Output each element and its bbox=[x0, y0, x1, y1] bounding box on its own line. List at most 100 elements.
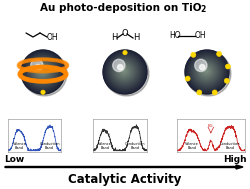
Circle shape bbox=[29, 58, 56, 85]
Circle shape bbox=[109, 57, 139, 87]
Circle shape bbox=[122, 70, 124, 72]
Circle shape bbox=[103, 50, 146, 93]
Circle shape bbox=[22, 51, 67, 96]
Circle shape bbox=[121, 68, 126, 74]
Text: Low: Low bbox=[4, 154, 24, 163]
Circle shape bbox=[41, 70, 43, 72]
Circle shape bbox=[26, 55, 59, 88]
Circle shape bbox=[36, 66, 48, 77]
Circle shape bbox=[28, 57, 57, 87]
Circle shape bbox=[200, 66, 210, 76]
Circle shape bbox=[30, 59, 54, 84]
Circle shape bbox=[114, 61, 134, 82]
Circle shape bbox=[112, 59, 136, 84]
Circle shape bbox=[117, 64, 122, 70]
Circle shape bbox=[31, 60, 54, 83]
Circle shape bbox=[40, 69, 43, 73]
Circle shape bbox=[114, 61, 134, 81]
Circle shape bbox=[108, 55, 141, 88]
Circle shape bbox=[24, 53, 61, 91]
Circle shape bbox=[105, 53, 144, 91]
Circle shape bbox=[188, 53, 225, 91]
Circle shape bbox=[28, 57, 57, 86]
Circle shape bbox=[41, 90, 45, 94]
Circle shape bbox=[25, 54, 60, 89]
Circle shape bbox=[192, 58, 219, 85]
Circle shape bbox=[186, 52, 226, 92]
Circle shape bbox=[24, 53, 62, 91]
Circle shape bbox=[29, 58, 56, 85]
Circle shape bbox=[106, 53, 143, 91]
Circle shape bbox=[202, 68, 208, 74]
Circle shape bbox=[204, 70, 206, 71]
Circle shape bbox=[190, 56, 222, 88]
Text: Valence
Band: Valence Band bbox=[12, 142, 26, 150]
Circle shape bbox=[184, 76, 190, 81]
Text: Valence
Band: Valence Band bbox=[184, 142, 198, 150]
Text: Valence
Band: Valence Band bbox=[98, 142, 111, 150]
Circle shape bbox=[39, 68, 44, 74]
Circle shape bbox=[112, 60, 136, 83]
Circle shape bbox=[199, 65, 211, 77]
Circle shape bbox=[123, 70, 124, 71]
Circle shape bbox=[190, 52, 195, 57]
Circle shape bbox=[196, 90, 201, 95]
Circle shape bbox=[34, 63, 51, 80]
Circle shape bbox=[197, 63, 214, 80]
Circle shape bbox=[109, 56, 140, 87]
Circle shape bbox=[190, 56, 221, 87]
Circle shape bbox=[27, 56, 58, 87]
Circle shape bbox=[116, 64, 132, 79]
Text: H: H bbox=[110, 33, 117, 43]
Circle shape bbox=[38, 67, 46, 75]
Circle shape bbox=[199, 64, 204, 70]
Text: High: High bbox=[222, 154, 246, 163]
Circle shape bbox=[119, 66, 128, 76]
Circle shape bbox=[38, 67, 46, 76]
Circle shape bbox=[30, 59, 43, 72]
Circle shape bbox=[121, 69, 126, 73]
Circle shape bbox=[108, 56, 140, 88]
Circle shape bbox=[105, 52, 144, 92]
Circle shape bbox=[118, 65, 130, 77]
Circle shape bbox=[112, 59, 124, 72]
Circle shape bbox=[197, 63, 214, 80]
Text: Catalytic Activity: Catalytic Activity bbox=[68, 173, 181, 185]
Circle shape bbox=[104, 52, 145, 92]
Circle shape bbox=[113, 60, 135, 82]
Circle shape bbox=[22, 51, 64, 93]
Circle shape bbox=[22, 50, 64, 93]
Circle shape bbox=[36, 65, 49, 78]
Circle shape bbox=[32, 61, 53, 82]
Circle shape bbox=[104, 51, 148, 96]
Circle shape bbox=[199, 65, 212, 78]
Circle shape bbox=[200, 66, 211, 77]
Circle shape bbox=[34, 63, 50, 80]
Circle shape bbox=[198, 64, 212, 78]
Text: Conduction
Band: Conduction Band bbox=[39, 142, 60, 150]
Circle shape bbox=[204, 70, 206, 72]
Circle shape bbox=[107, 55, 141, 89]
Circle shape bbox=[194, 59, 218, 84]
Circle shape bbox=[120, 67, 128, 75]
Circle shape bbox=[114, 62, 133, 81]
Circle shape bbox=[193, 59, 218, 84]
Circle shape bbox=[202, 68, 208, 74]
Circle shape bbox=[41, 70, 42, 71]
Text: H: H bbox=[132, 33, 139, 43]
Text: 2: 2 bbox=[199, 5, 204, 14]
Circle shape bbox=[198, 64, 213, 79]
Circle shape bbox=[30, 59, 55, 84]
Circle shape bbox=[33, 62, 52, 81]
Circle shape bbox=[24, 54, 61, 90]
Text: Conduction
Band: Conduction Band bbox=[124, 142, 145, 150]
Circle shape bbox=[192, 57, 220, 86]
Circle shape bbox=[224, 64, 230, 69]
Circle shape bbox=[191, 57, 220, 87]
Circle shape bbox=[102, 50, 146, 94]
Circle shape bbox=[110, 58, 138, 85]
Text: Au photo-deposition on TiO: Au photo-deposition on TiO bbox=[40, 3, 201, 13]
Circle shape bbox=[27, 56, 58, 88]
Circle shape bbox=[194, 60, 217, 83]
Circle shape bbox=[106, 54, 142, 90]
